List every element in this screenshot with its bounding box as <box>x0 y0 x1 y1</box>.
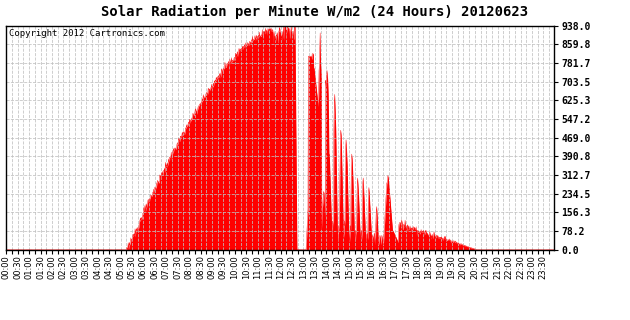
Text: Solar Radiation per Minute W/m2 (24 Hours) 20120623: Solar Radiation per Minute W/m2 (24 Hour… <box>101 5 529 19</box>
Text: Copyright 2012 Cartronics.com: Copyright 2012 Cartronics.com <box>9 29 165 38</box>
